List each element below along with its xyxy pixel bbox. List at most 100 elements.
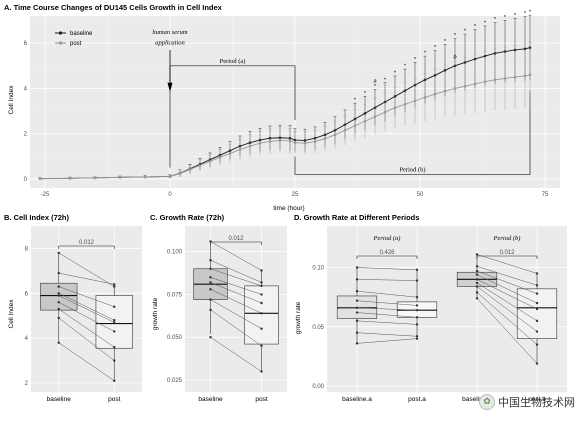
significance-star: *	[454, 33, 457, 39]
paired-line	[356, 338, 418, 344]
paired-point	[535, 343, 539, 346]
post-point	[353, 124, 357, 128]
paired-point	[355, 278, 359, 281]
panel-c-ylabel: growth rate	[152, 297, 159, 330]
paired-point	[209, 336, 212, 339]
paired-point	[475, 278, 479, 281]
period-label: Period (a)	[373, 235, 401, 242]
x-tick-label: -25	[41, 192, 50, 198]
paired-point	[260, 284, 263, 288]
post-point	[208, 159, 212, 163]
paired-point	[113, 321, 116, 324]
paired-point	[475, 253, 479, 256]
paired-point	[209, 276, 212, 279]
paired-line	[476, 266, 538, 286]
paired-point	[355, 299, 359, 302]
period-b-label: Period (b)	[399, 166, 425, 173]
panel-a-xlabel: time (hour)	[273, 205, 304, 212]
significance-star: *	[414, 57, 417, 63]
post-point	[363, 119, 367, 123]
series-post	[38, 42, 532, 181]
panel-d-title: D. Growth Rate at Different Periods	[294, 213, 419, 222]
post-point	[453, 87, 457, 90]
post-point	[393, 106, 397, 109]
post-point	[333, 133, 337, 137]
paired-point	[475, 281, 479, 285]
paired-line	[210, 241, 262, 271]
paired-line	[210, 289, 262, 314]
panel-c-title: C. Growth Rate (72h)	[150, 213, 225, 222]
legend-post-label: post	[70, 41, 82, 47]
arrow-label-line2: application	[155, 39, 185, 46]
period-a-bracket	[169, 65, 296, 168]
post-point	[323, 137, 327, 140]
post-point	[493, 78, 497, 82]
paired-point	[113, 305, 116, 308]
panel-b-ylabel: Cell Index	[8, 299, 15, 329]
paired-point	[415, 295, 419, 299]
significance-letter-b: b	[453, 54, 456, 60]
y-tick-label: 0.00	[312, 384, 324, 390]
paired-point	[415, 316, 419, 319]
post-point	[68, 176, 72, 180]
y-tick-label: 0.025	[167, 378, 183, 384]
paired-point	[57, 271, 60, 275]
paired-point	[260, 370, 263, 373]
paired-point	[535, 301, 539, 305]
y-tick-label: 8	[25, 246, 29, 252]
paired-line	[210, 299, 262, 329]
paired-point	[260, 269, 263, 272]
post-point	[248, 144, 252, 148]
paired-point	[535, 362, 539, 365]
paired-point	[209, 288, 212, 291]
paired-line	[476, 282, 538, 322]
paired-line	[476, 279, 538, 310]
paired-point	[113, 379, 116, 382]
x-tick-label: post	[108, 396, 120, 403]
p-value-label: 0.012	[499, 250, 515, 256]
paired-line	[210, 277, 262, 295]
post-point	[218, 155, 222, 159]
panel-a: A. Time Course Changes of DU145 Cells Gr…	[4, 3, 560, 212]
paired-point	[535, 307, 539, 311]
paired-point	[209, 259, 212, 262]
paired-line	[58, 295, 115, 323]
paired-point	[113, 330, 116, 333]
x-tick-label: post.b	[528, 396, 546, 403]
paired-line	[476, 254, 538, 274]
paired-line	[58, 272, 115, 285]
significance-star: *	[364, 91, 367, 97]
paired-point	[415, 337, 419, 340]
paired-line	[476, 274, 538, 304]
post-point	[288, 139, 292, 143]
paired-line	[356, 290, 418, 298]
paired-line	[356, 300, 418, 306]
paired-point	[209, 308, 212, 312]
significance-star: *	[404, 64, 407, 70]
watermark: ✿ 中国生物技术网	[479, 394, 575, 410]
paired-point	[475, 291, 479, 294]
significance-star: *	[474, 24, 477, 30]
p-value-label: 0.012	[228, 236, 244, 242]
arrow-label-line1: human serum	[152, 29, 188, 36]
post-point	[443, 89, 447, 93]
panel-a-ylabel: Cell Index	[8, 85, 15, 115]
paired-point	[57, 301, 60, 304]
paired-point	[355, 266, 359, 269]
x-tick-label: baseline	[47, 396, 72, 403]
post-point	[373, 115, 377, 119]
paired-point	[260, 327, 263, 330]
paired-point	[57, 292, 60, 295]
legend-post-marker	[58, 41, 63, 45]
paired-point	[260, 301, 263, 305]
p-value-label: 0.426	[379, 250, 395, 256]
significance-star: *	[494, 17, 497, 23]
paired-point	[113, 359, 116, 362]
paired-point	[475, 285, 479, 288]
paired-line	[58, 308, 115, 348]
paired-point	[57, 251, 60, 255]
x-tick-label: baseline.a	[342, 396, 372, 403]
paired-point	[415, 335, 419, 338]
paired-point	[535, 319, 539, 323]
legend-baseline-label: baseline	[70, 31, 93, 37]
